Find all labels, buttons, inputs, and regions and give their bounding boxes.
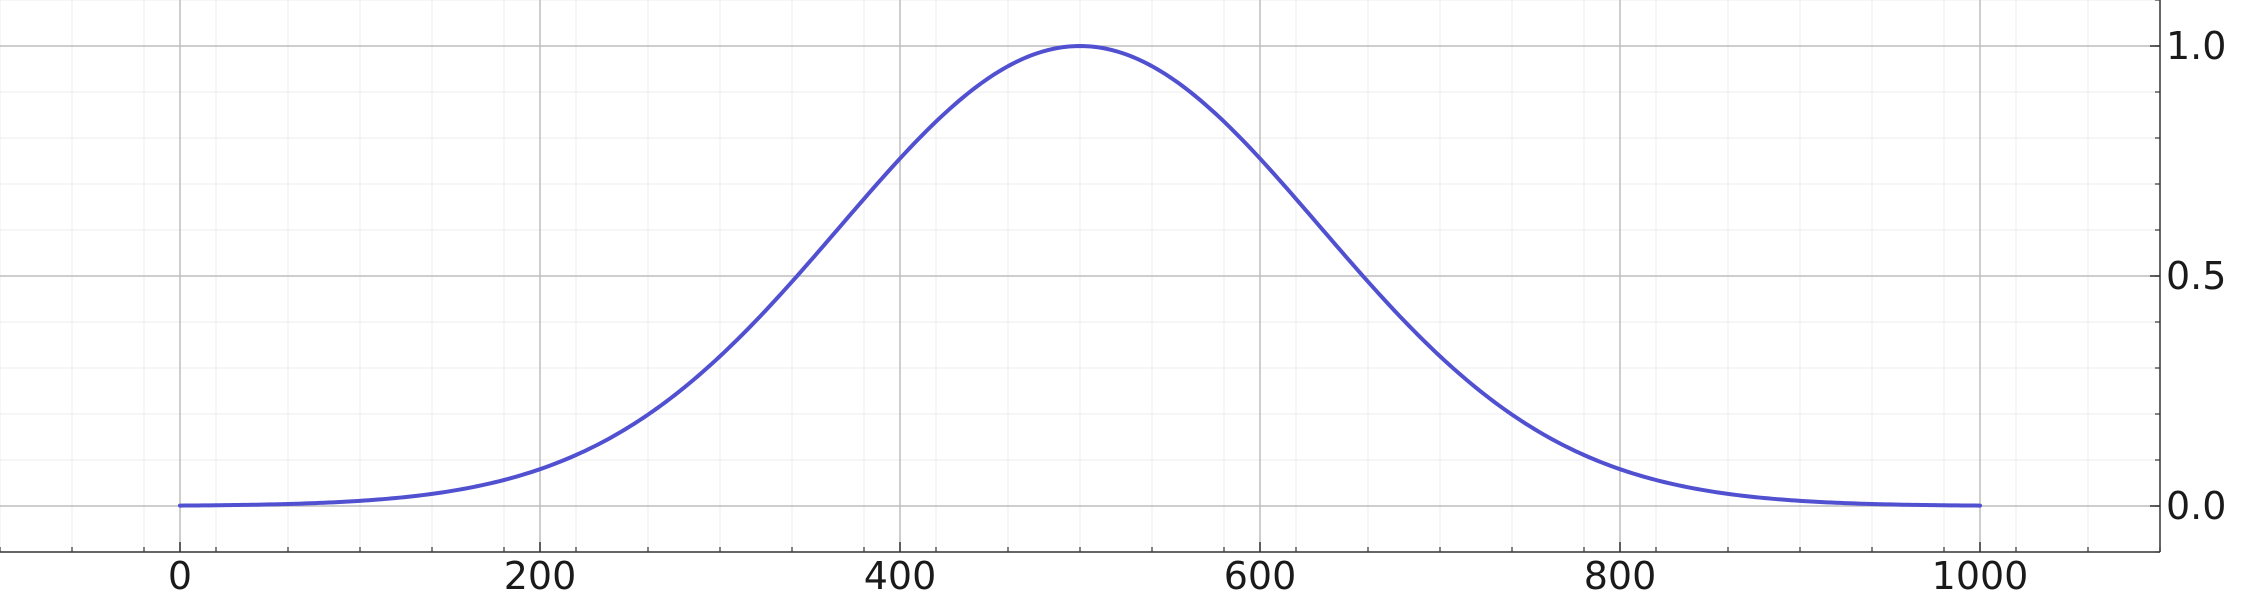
tick-labels: 0 200 400 600 800 1000 0.0 0.5 1.0 — [168, 24, 2227, 598]
x-tick-label: 800 — [1584, 554, 1657, 598]
x-tick-label: 400 — [864, 554, 937, 598]
series-layer — [178, 44, 1982, 508]
y-tick-label: 0.5 — [2166, 254, 2226, 298]
major-grid — [0, 0, 2160, 552]
y-tick-label: 0.0 — [2166, 484, 2226, 528]
x-tick-label: 1000 — [1932, 554, 2029, 598]
series-line-0 — [178, 44, 1982, 508]
x-tick-label: 200 — [504, 554, 577, 598]
y-tick-label: 1.0 — [2166, 24, 2226, 68]
x-tick-label: 0 — [168, 554, 192, 598]
axes — [0, 0, 2161, 553]
x-tick-label: 600 — [1224, 554, 1297, 598]
